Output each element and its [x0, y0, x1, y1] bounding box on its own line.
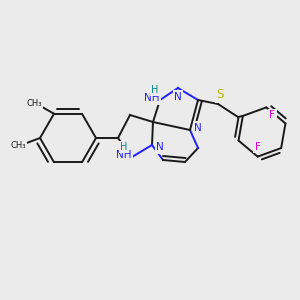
- Text: CH₃: CH₃: [10, 142, 26, 151]
- Text: N: N: [174, 92, 182, 102]
- Text: F: F: [269, 110, 275, 120]
- Text: S: S: [216, 88, 224, 101]
- Text: NH: NH: [116, 150, 132, 160]
- Text: H: H: [120, 142, 128, 152]
- Text: H: H: [151, 85, 159, 95]
- Text: F: F: [255, 142, 261, 152]
- Text: N: N: [194, 123, 202, 133]
- Text: NH: NH: [144, 93, 160, 103]
- Text: CH₃: CH₃: [26, 99, 42, 108]
- Text: N: N: [156, 142, 164, 152]
